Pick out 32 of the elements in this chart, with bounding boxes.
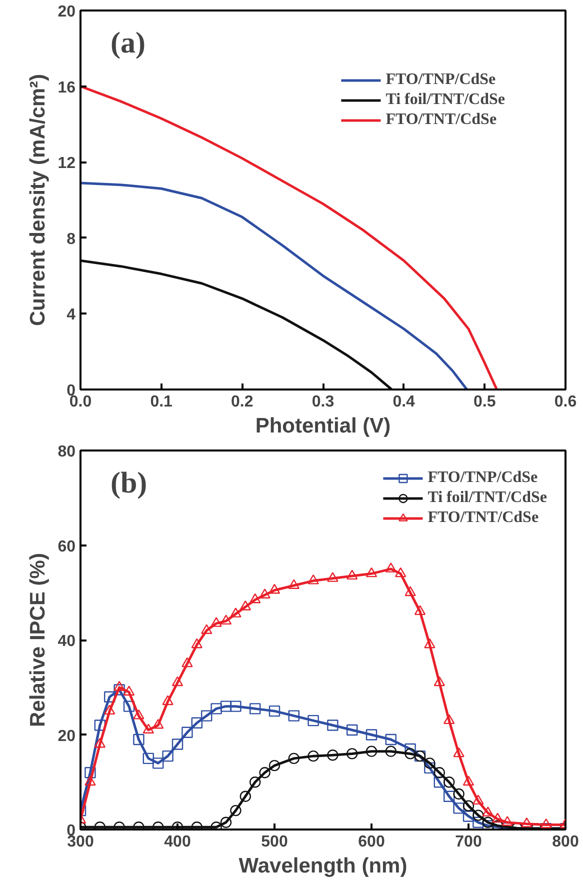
legend-label: FTO/TNP/CdSe <box>386 71 496 89</box>
x-tick-label: 0.1 <box>150 394 173 410</box>
x-tick-label: 0.2 <box>231 394 254 410</box>
annotation: (a) <box>110 26 146 60</box>
x-tick-label: 600 <box>358 834 385 850</box>
y-tick-label: 20 <box>58 4 76 20</box>
legend-label: FTO/TNT/CdSe <box>428 509 539 527</box>
y-axis-title: Current density (mA/cm²) <box>26 74 50 326</box>
x-tick-label: 0.6 <box>554 394 577 410</box>
x-axis-title: Wavelength (nm) <box>238 854 408 878</box>
y-axis-title: Relative IPCE (%) <box>26 553 50 727</box>
x-tick-label: 500 <box>261 834 288 850</box>
y-tick-label: 40 <box>58 633 76 650</box>
y-tick-label: 12 <box>58 155 76 172</box>
legend-label: Ti foil/TNT/CdSe <box>386 91 505 109</box>
y-tick-label: 8 <box>66 230 76 248</box>
x-tick-label: 0.4 <box>392 394 416 410</box>
x-tick-label: 800 <box>552 834 579 850</box>
x-axis-title: Photential (V) <box>255 414 391 438</box>
x-tick-label: 0.3 <box>312 394 334 410</box>
x-tick-label: 700 <box>455 834 482 850</box>
legend-label: Ti foil/TNT/CdSe <box>428 489 547 507</box>
legend-label: FTO/TNT/CdSe <box>386 111 497 129</box>
y-tick-label: 4 <box>66 306 76 324</box>
annotation: (b) <box>110 466 148 500</box>
y-tick-label: 60 <box>58 538 76 556</box>
x-tick-label: 0.5 <box>474 394 496 410</box>
y-tick-label: 20 <box>58 728 76 745</box>
legend-label: FTO/TNP/CdSe <box>428 469 538 487</box>
y-tick-label: 16 <box>58 79 76 96</box>
y-tick-label: 80 <box>58 444 76 460</box>
x-tick-label: 400 <box>164 834 191 850</box>
